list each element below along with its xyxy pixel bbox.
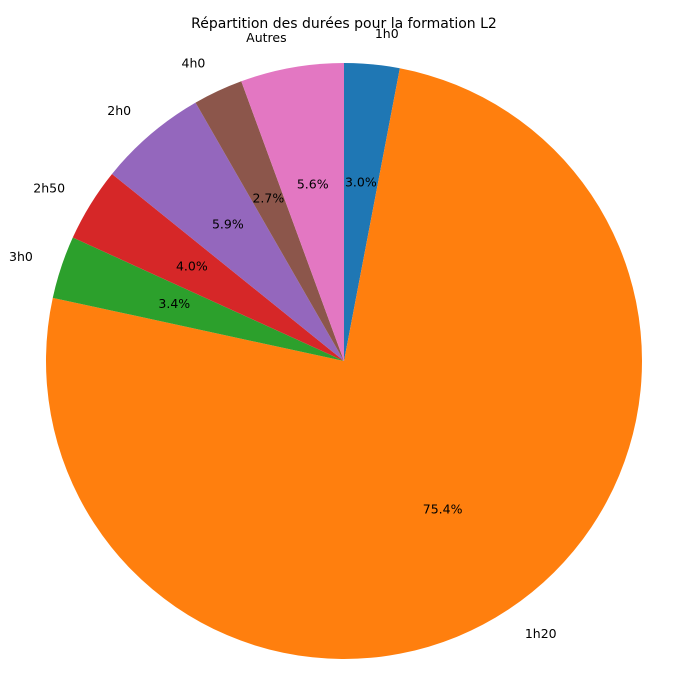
pie-slice-2h0 bbox=[112, 102, 344, 362]
slice-label-1h0: 1h0 bbox=[375, 26, 399, 41]
slice-label-autres: Autres bbox=[246, 30, 286, 45]
pie-slices bbox=[45, 63, 642, 659]
slice-label-4h0: 4h0 bbox=[182, 55, 206, 70]
slice-pct-2h50: 4.0% bbox=[176, 259, 208, 274]
slice-label-1h20: 1h20 bbox=[525, 626, 557, 641]
slice-label-3h0: 3h0 bbox=[9, 249, 33, 264]
slice-pct-1h0: 3.0% bbox=[345, 174, 377, 189]
slice-pct-1h20: 75.4% bbox=[423, 502, 463, 517]
pie-slice-4h0 bbox=[195, 81, 344, 361]
chart-title: Répartition des durées pour la formation… bbox=[191, 16, 497, 32]
slice-pct-2h0: 5.9% bbox=[212, 217, 244, 232]
slice-pct-autres: 5.6% bbox=[297, 176, 329, 191]
slice-label-2h50: 2h50 bbox=[33, 180, 65, 195]
slice-pct-4h0: 2.7% bbox=[252, 190, 284, 205]
pie-labels: 1h0 3.0% 1h20 75.4% 3h0 3.4% 2h50 4.0% 2h0 5.9% 4h… bbox=[9, 26, 557, 641]
slice-label-2h0: 2h0 bbox=[107, 103, 131, 118]
pie-slice-1h0 bbox=[344, 63, 400, 361]
pie-slice-2h50 bbox=[72, 173, 344, 361]
pie-slice-autres bbox=[241, 63, 344, 361]
pie-slice-3h0 bbox=[52, 237, 344, 361]
pie-slice-1h20 bbox=[45, 68, 642, 659]
slice-pct-3h0: 3.4% bbox=[158, 296, 190, 311]
